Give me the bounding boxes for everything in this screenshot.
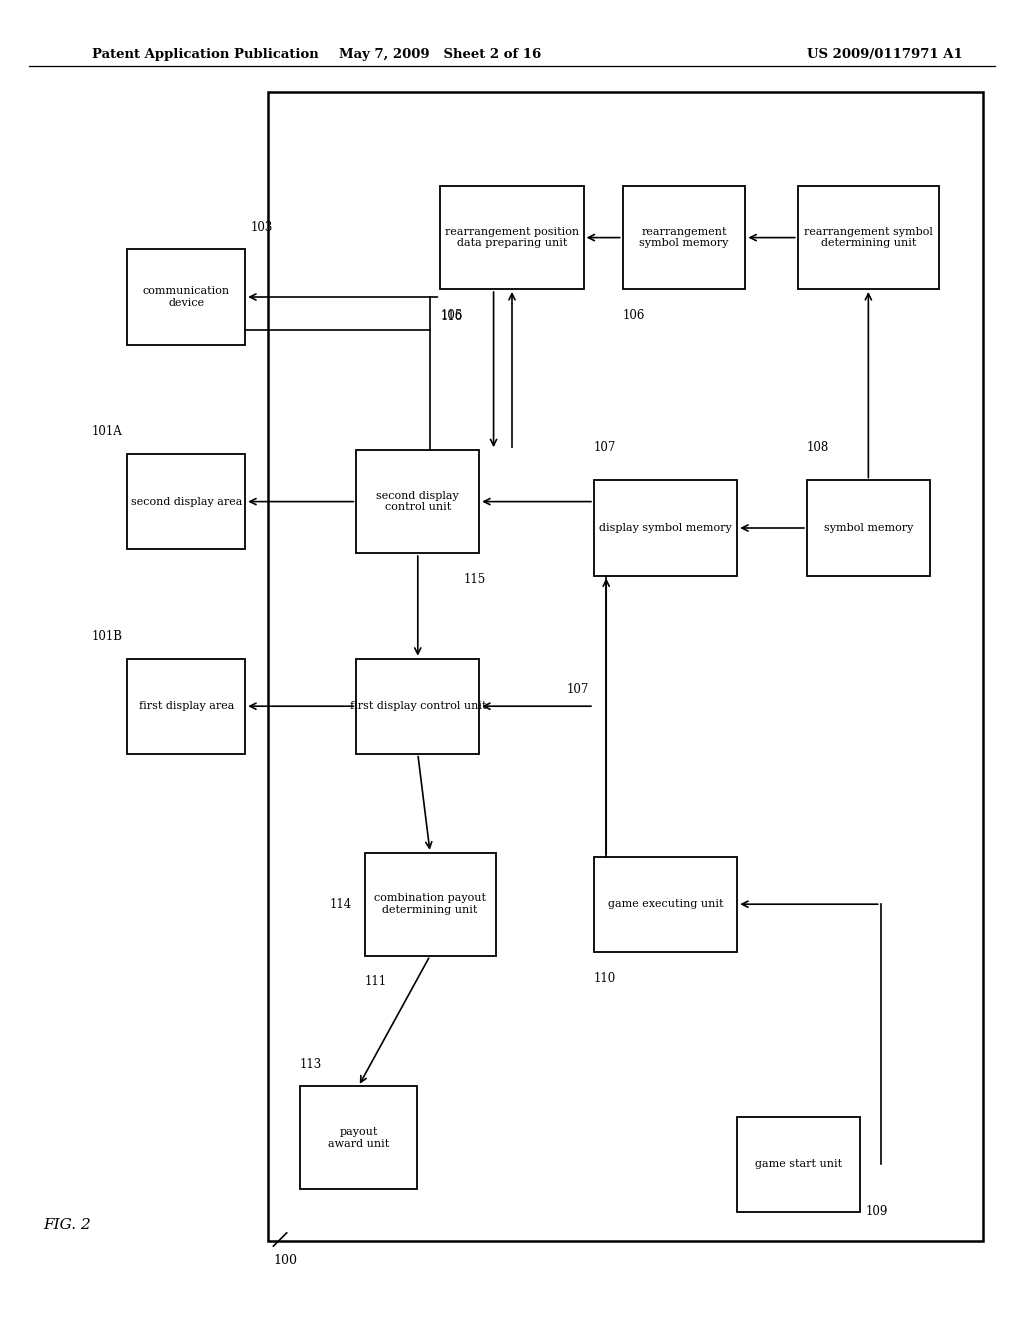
Text: 111: 111	[365, 975, 387, 989]
Text: 115: 115	[464, 573, 486, 586]
Text: first display area: first display area	[138, 701, 234, 711]
Text: 110: 110	[594, 972, 616, 985]
Bar	[365, 853, 496, 956]
Bar	[594, 480, 737, 576]
Text: communication
device: communication device	[142, 286, 230, 308]
Text: second display area: second display area	[131, 496, 242, 507]
Text: combination payout
determining unit: combination payout determining unit	[374, 894, 486, 915]
Text: rearrangement symbol
determining unit: rearrangement symbol determining unit	[804, 227, 933, 248]
Text: 105: 105	[440, 309, 463, 322]
Text: game executing unit: game executing unit	[608, 899, 723, 909]
Text: 100: 100	[273, 1254, 297, 1267]
Text: rearrangement position
data preparing unit: rearrangement position data preparing un…	[445, 227, 579, 248]
Text: second display
control unit: second display control unit	[377, 491, 459, 512]
Bar	[127, 249, 246, 345]
Bar	[594, 857, 737, 952]
Bar	[737, 1117, 860, 1212]
Text: 108: 108	[807, 441, 829, 454]
Text: FIG. 2: FIG. 2	[43, 1218, 91, 1232]
Text: game start unit: game start unit	[755, 1159, 843, 1170]
Text: 106: 106	[623, 309, 645, 322]
Text: 101B: 101B	[91, 630, 123, 643]
Bar	[623, 186, 745, 289]
Text: 107: 107	[566, 684, 589, 696]
Bar	[356, 659, 479, 754]
Bar	[356, 450, 479, 553]
Text: 109: 109	[865, 1205, 888, 1218]
Text: symbol memory: symbol memory	[823, 523, 913, 533]
Text: US 2009/0117971 A1: US 2009/0117971 A1	[807, 48, 963, 61]
Text: Patent Application Publication: Patent Application Publication	[92, 48, 318, 61]
Bar	[127, 659, 246, 754]
Text: rearrangement
symbol memory: rearrangement symbol memory	[639, 227, 729, 248]
Text: May 7, 2009   Sheet 2 of 16: May 7, 2009 Sheet 2 of 16	[339, 48, 542, 61]
Text: 107: 107	[594, 441, 616, 454]
Text: 103: 103	[250, 220, 272, 234]
Text: 101A: 101A	[91, 425, 123, 438]
Text: first display control unit: first display control unit	[349, 701, 486, 711]
Text: payout
award unit: payout award unit	[328, 1127, 389, 1148]
Text: display symbol memory: display symbol memory	[599, 523, 732, 533]
Bar	[440, 186, 584, 289]
Bar	[798, 186, 939, 289]
Text: 116: 116	[440, 310, 463, 323]
Text: 114: 114	[330, 898, 352, 911]
Bar	[299, 1086, 418, 1189]
Bar	[807, 480, 930, 576]
Bar	[127, 454, 246, 549]
Bar	[268, 92, 983, 1241]
Text: 113: 113	[299, 1057, 322, 1071]
